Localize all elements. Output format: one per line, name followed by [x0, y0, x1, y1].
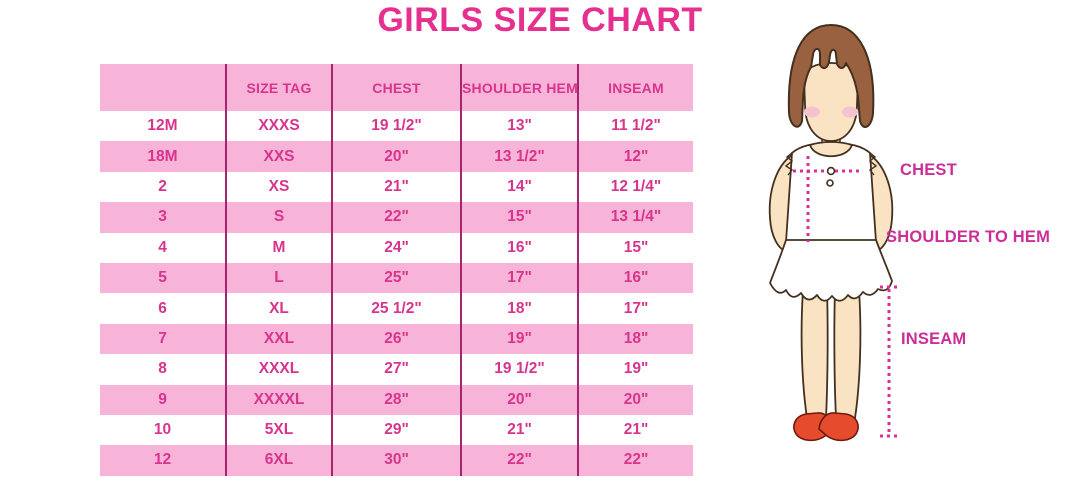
girl-top	[785, 142, 877, 243]
inseam-label: INSEAM	[901, 330, 967, 348]
girl-legs	[800, 289, 862, 419]
table-row: 18M XXS 20" 13 1/2" 12"	[100, 141, 693, 172]
table-row: 9 XXXXL 28" 20" 20"	[100, 384, 693, 415]
table-cell: 16"	[577, 262, 693, 294]
table-cell: 5XL	[225, 414, 332, 446]
table-cell: 13 1/2"	[460, 141, 578, 172]
table-cell: 30"	[331, 445, 461, 476]
girl-neckline	[808, 141, 854, 158]
table-cell: 18"	[577, 323, 693, 355]
column-header	[100, 64, 226, 111]
table-cell: 10	[153, 421, 172, 439]
table-row: 12M XXXS 19 1/2" 13" 11 1/2"	[100, 111, 693, 142]
column-header: SIZE TAG	[225, 64, 332, 111]
page-title: GIRLS SIZE CHART	[377, 1, 703, 39]
table-cell: 14"	[460, 171, 578, 203]
girl-buttons	[826, 166, 836, 187]
table-cell: 29"	[331, 414, 461, 446]
table-cell: XXS	[225, 141, 332, 172]
table-row: 10 5XL 29" 21" 21"	[100, 414, 693, 446]
table-cell: 6	[158, 299, 167, 317]
table-cell: 19"	[460, 323, 578, 355]
table-cell: 16"	[460, 232, 578, 263]
table-cell: 22"	[460, 445, 578, 476]
table-cell: 8	[158, 360, 167, 378]
table-cell: 21"	[577, 414, 693, 446]
table-cell: 17"	[460, 262, 578, 294]
table-cell: 13"	[460, 111, 578, 142]
table-row: 3 S 22" 15" 13 1/4"	[100, 202, 693, 233]
girl-blush	[804, 106, 858, 118]
shoulder-to-hem-label: SHOULDER TO HEM	[886, 228, 1051, 246]
girl-shoulder-ruffles	[784, 151, 878, 176]
girl-shoes	[793, 412, 859, 442]
table-cell: 19"	[577, 354, 693, 385]
table-cell: 27"	[331, 354, 461, 385]
table-cell: M	[225, 232, 332, 263]
table-cell: 13 1/4"	[577, 202, 693, 233]
table-cell: 20"	[331, 141, 461, 172]
table-cell: 9	[158, 390, 167, 408]
table-cell: 12	[153, 451, 172, 469]
chest-label: CHEST	[900, 161, 957, 179]
table-cell: 12 1/4"	[577, 171, 693, 203]
table-cell: 2	[158, 177, 167, 195]
table-cell: XL	[225, 293, 332, 324]
table-cell: 26"	[331, 323, 461, 355]
table-cell: 5	[158, 269, 167, 287]
table-cell: 22"	[331, 202, 461, 233]
table-cell: 20"	[577, 384, 693, 415]
table-cell: 4	[158, 238, 167, 256]
table-cell: 12M	[147, 117, 178, 135]
table-cell: 22"	[577, 445, 693, 476]
table-row: 12 6XL 30" 22" 22"	[100, 445, 693, 476]
table-row: 5 L 25" 17" 16"	[100, 262, 693, 294]
table-cell: 18"	[460, 293, 578, 324]
size-table-body: 12M XXXS 19 1/2" 13" 11 1/2" 18M XXS 20" 13 1/2"…	[100, 111, 693, 476]
table-cell: 15"	[577, 232, 693, 263]
table-row: 4 M 24" 16" 15"	[100, 232, 693, 263]
table-cell: 12"	[577, 141, 693, 172]
table-row: 2 XS 21" 14" 12 1/4"	[100, 171, 693, 203]
table-cell: XXXL	[225, 354, 332, 385]
table-row: 7 XXL 26" 19" 18"	[100, 323, 693, 355]
table-row: 8 XXXL 27" 19 1/2" 19"	[100, 354, 693, 385]
column-header: CHEST	[331, 64, 461, 111]
table-cell: XS	[225, 171, 332, 203]
size-chart-table: SIZE TAG CHEST SHOULDER HEM INSEAM 12M XXXS 1…	[100, 64, 693, 476]
column-header: SHOULDER HEM	[460, 64, 578, 111]
table-cell: XXXXL	[225, 384, 332, 415]
table-cell: 6XL	[225, 445, 332, 476]
girl-hair	[787, 24, 875, 128]
table-cell: 25"	[331, 262, 461, 294]
table-cell: 3	[158, 208, 167, 226]
table-cell: S	[225, 202, 332, 233]
size-table-head-row: SIZE TAG CHEST SHOULDER HEM INSEAM	[100, 64, 693, 111]
table-cell: 25 1/2"	[331, 293, 461, 324]
table-cell: XXL	[225, 323, 332, 355]
table-cell: 21"	[331, 171, 461, 203]
table-cell: 19 1/2"	[460, 354, 578, 385]
table-cell: XXXS	[225, 111, 332, 142]
table-cell: 15"	[460, 202, 578, 233]
table-cell: 21"	[460, 414, 578, 446]
table-row: 6 XL 25 1/2" 18" 17"	[100, 293, 693, 324]
table-cell: 7	[158, 329, 167, 347]
table-cell: 24"	[331, 232, 461, 263]
column-header: INSEAM	[577, 64, 693, 111]
table-cell: 18M	[147, 147, 178, 165]
size-table-head: SIZE TAG CHEST SHOULDER HEM INSEAM	[100, 64, 693, 111]
table-cell: 19 1/2"	[331, 111, 461, 142]
table-cell: 28"	[331, 384, 461, 415]
table-cell: 11 1/2"	[577, 111, 693, 142]
table-cell: 17"	[577, 293, 693, 324]
table-cell: L	[225, 262, 332, 294]
girl-illustration	[768, 24, 898, 442]
table-cell: 20"	[460, 384, 578, 415]
girl-face	[803, 62, 859, 142]
girl-skirt	[769, 239, 893, 302]
